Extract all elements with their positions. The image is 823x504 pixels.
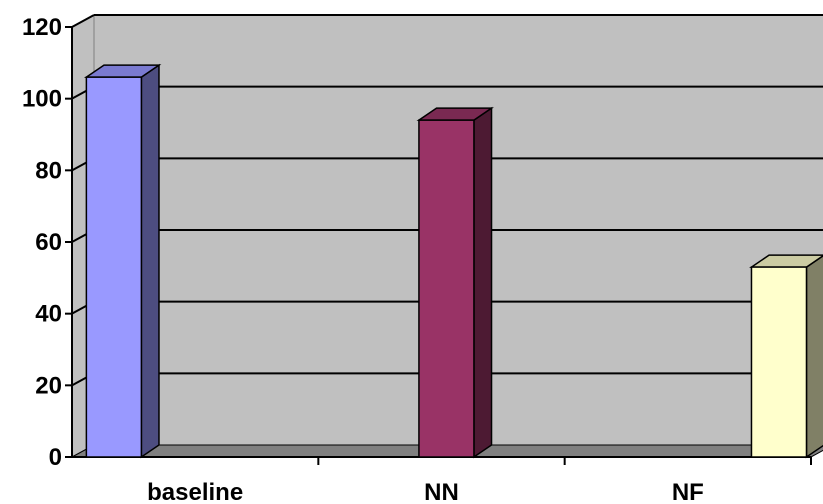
y-tick-label: 0 (49, 444, 62, 471)
axis-labels: 0 20 40 60 80 100 120 baseline NN NF (22, 14, 704, 504)
y-tick-label: 80 (35, 157, 62, 184)
bar-nn (416, 106, 494, 459)
bar-baseline (83, 63, 162, 459)
bar-front (418, 119, 475, 458)
x-category-label: baseline (147, 479, 243, 504)
bar-side (805, 254, 823, 459)
x-category-label: NN (424, 479, 459, 504)
bar-front (750, 266, 808, 458)
x-category-label: NF (672, 479, 704, 504)
y-tick-label: 60 (35, 229, 62, 256)
y-tick-label: 100 (22, 86, 62, 113)
bar-front (85, 76, 143, 458)
y-tick-label: 120 (22, 14, 62, 41)
bars (83, 63, 823, 459)
gridline-side (71, 14, 95, 28)
bar-side (473, 106, 493, 459)
y-tick-label: 20 (35, 372, 62, 399)
y-tick-label: 40 (35, 301, 62, 328)
bar-side (140, 63, 160, 459)
bar-nf (749, 254, 823, 459)
